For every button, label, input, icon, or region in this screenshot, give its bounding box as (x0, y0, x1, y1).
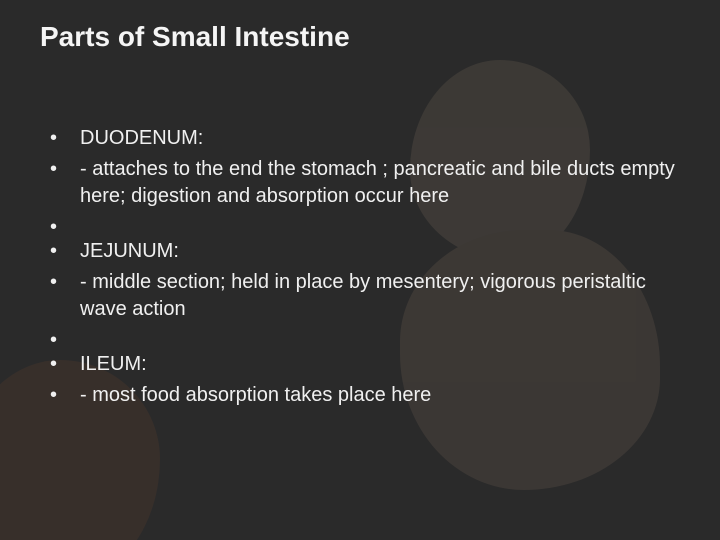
bullet-item: - most food absorption takes place here (40, 382, 680, 409)
bullet-item: DUODENUM: (40, 125, 680, 152)
slide-body: DUODENUM: - attaches to the end the stom… (40, 125, 680, 413)
bullet-item: ILEUM: (40, 351, 680, 378)
bullet-item: - attaches to the end the stomach ; panc… (40, 156, 680, 210)
bullet-item (40, 214, 680, 234)
bullet-item: - middle section; held in place by mesen… (40, 269, 680, 323)
bullet-item: JEJUNUM: (40, 238, 680, 265)
bullet-list: DUODENUM: - attaches to the end the stom… (40, 125, 680, 409)
bullet-item (40, 327, 680, 347)
slide: Parts of Small Intestine DUODENUM: - att… (0, 0, 720, 540)
slide-title: Parts of Small Intestine (40, 20, 350, 54)
